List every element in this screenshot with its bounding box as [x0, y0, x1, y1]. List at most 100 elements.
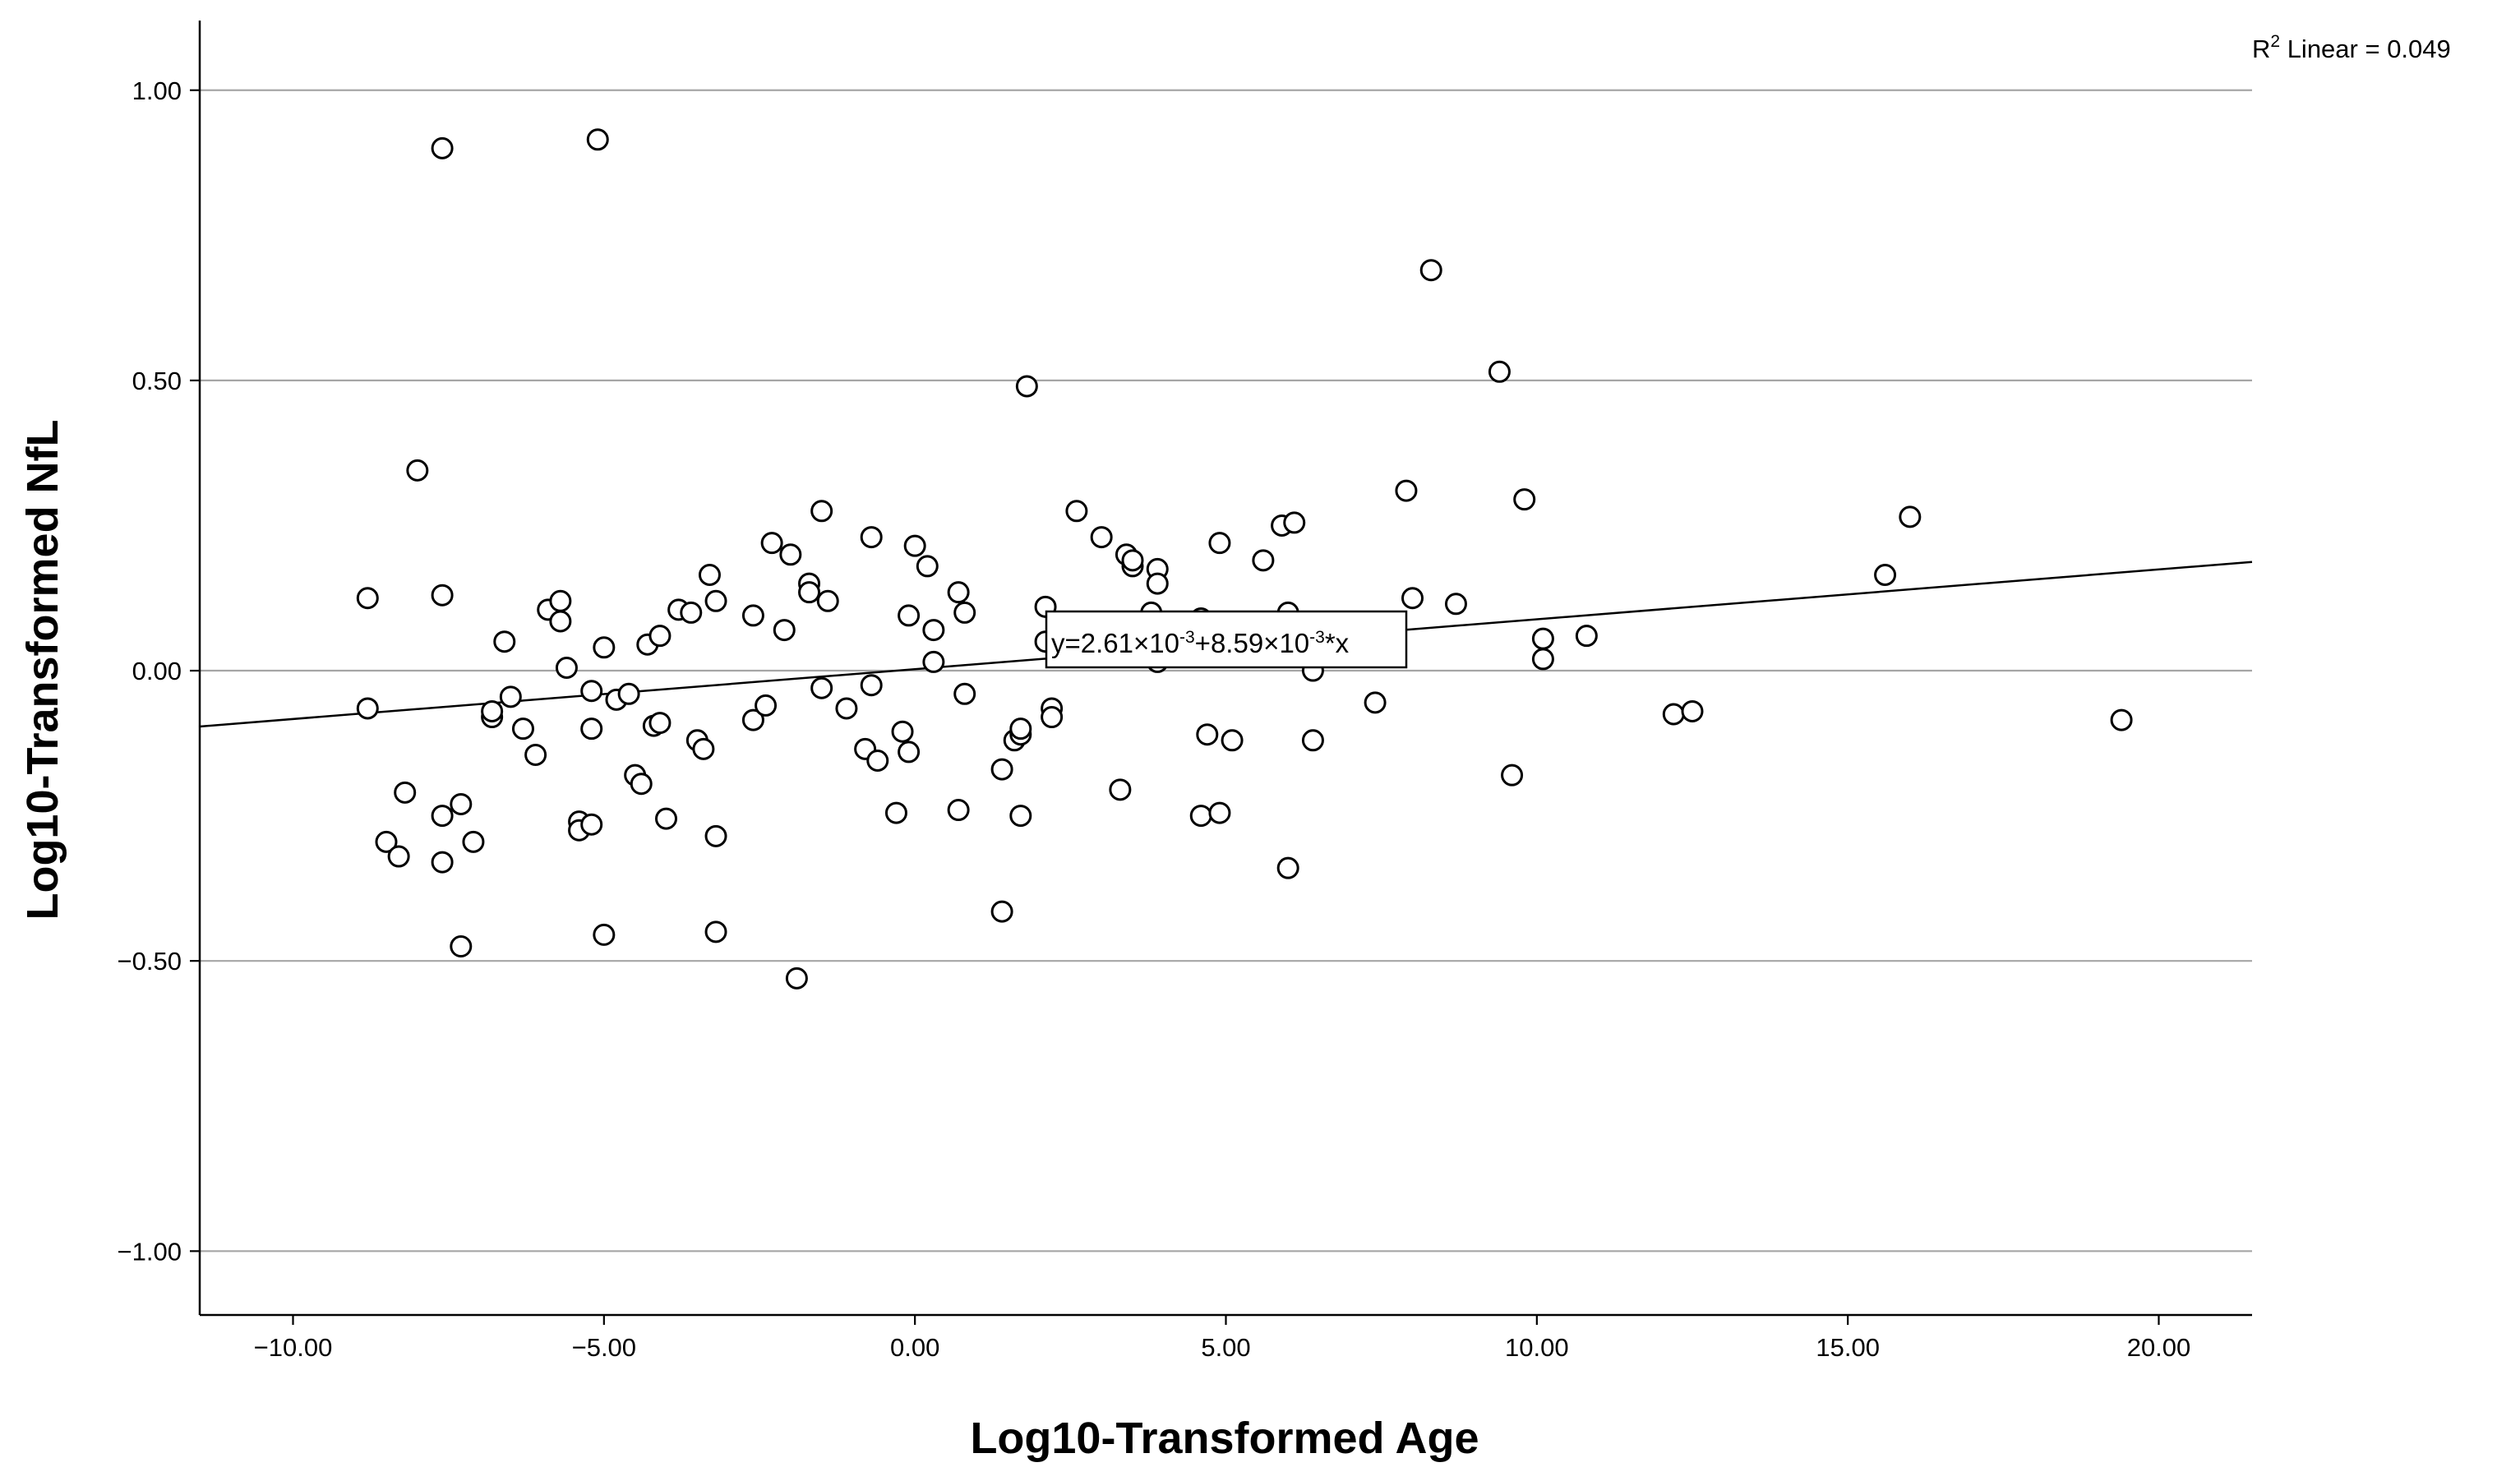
- data-point: [2110, 708, 2133, 731]
- data-point: [1189, 805, 1212, 828]
- y-axis-title: Log10-Transformed NfL: [18, 419, 67, 920]
- y-tick-label: −1.00: [118, 1237, 182, 1266]
- data-point: [798, 581, 821, 604]
- data-point: [922, 650, 945, 673]
- data-point: [655, 807, 677, 830]
- data-point: [431, 805, 454, 828]
- data-point: [617, 682, 640, 705]
- data-point: [704, 824, 727, 847]
- data-point: [586, 128, 609, 151]
- data-point: [947, 799, 970, 822]
- data-point: [922, 619, 945, 642]
- data-point: [816, 589, 839, 612]
- data-point: [947, 581, 970, 604]
- data-point: [1009, 805, 1032, 828]
- data-point: [524, 743, 547, 766]
- data-point: [1513, 488, 1536, 511]
- data-point: [810, 676, 833, 699]
- data-point: [493, 630, 516, 653]
- data-point: [1301, 729, 1324, 752]
- data-point: [1662, 703, 1685, 726]
- data-point: [580, 717, 603, 740]
- data-point: [698, 563, 721, 586]
- data-point: [1015, 375, 1038, 398]
- data-point: [394, 781, 417, 804]
- data-point: [1419, 259, 1442, 282]
- data-point: [835, 697, 858, 720]
- x-tick-label: 15.00: [1816, 1333, 1880, 1362]
- data-point: [755, 694, 778, 717]
- data-point: [1221, 729, 1244, 752]
- y-tick-label: 0.50: [132, 367, 182, 395]
- data-point: [1681, 699, 1704, 722]
- data-point: [1395, 479, 1418, 502]
- data-point: [1401, 587, 1424, 610]
- data-point: [499, 685, 522, 708]
- data-point: [860, 526, 883, 549]
- data-point: [580, 680, 603, 703]
- data-point: [860, 674, 883, 697]
- data-point: [431, 851, 454, 874]
- x-tick-label: −5.00: [572, 1333, 636, 1362]
- data-point: [1208, 532, 1231, 555]
- data-point: [356, 587, 379, 610]
- data-point: [1276, 856, 1299, 879]
- data-point: [1444, 593, 1467, 616]
- equation-box: [1045, 610, 1408, 669]
- data-point: [866, 750, 889, 773]
- x-tick-label: 0.00: [890, 1333, 939, 1362]
- data-point: [450, 935, 473, 958]
- data-point: [648, 712, 672, 735]
- x-tick-label: 20.00: [2127, 1333, 2191, 1362]
- data-point: [692, 737, 715, 760]
- data-point: [953, 601, 976, 624]
- data-point: [1283, 511, 1306, 534]
- data-point: [406, 459, 429, 482]
- data-point: [375, 830, 398, 853]
- x-tick-label: −10.00: [254, 1333, 333, 1362]
- data-point: [1874, 563, 1897, 586]
- data-point: [810, 500, 833, 523]
- data-point: [549, 610, 572, 633]
- data-points: [356, 128, 2133, 990]
- data-point: [481, 699, 504, 722]
- data-point: [990, 758, 1013, 781]
- gridlines: [200, 89, 2252, 1253]
- data-point: [1090, 526, 1113, 549]
- data-point: [431, 136, 454, 159]
- data-point: [898, 604, 921, 627]
- data-point: [1121, 549, 1144, 572]
- data-point: [387, 845, 410, 868]
- r-squared-label: R2 Linear = 0.049: [2252, 32, 2451, 63]
- x-tick-label: 10.00: [1505, 1333, 1569, 1362]
- data-point: [1109, 778, 1132, 801]
- y-tick-label: 0.00: [132, 657, 182, 685]
- data-point: [593, 923, 616, 946]
- data-point: [1501, 764, 1524, 787]
- data-point: [1488, 360, 1511, 383]
- data-point: [1009, 717, 1032, 740]
- data-point: [779, 543, 802, 566]
- data-point: [903, 534, 926, 557]
- data-point: [891, 720, 914, 743]
- x-axis-title: Log10-Transformed Age: [970, 1414, 1479, 1463]
- data-point: [1531, 627, 1554, 650]
- x-tick-label: 5.00: [1201, 1333, 1250, 1362]
- data-point: [785, 967, 808, 990]
- data-point: [760, 532, 783, 555]
- data-point: [1208, 801, 1231, 824]
- data-point: [1531, 648, 1554, 671]
- data-point: [741, 708, 764, 731]
- data-point: [990, 900, 1013, 923]
- data-point: [1252, 549, 1275, 572]
- data-point: [1065, 500, 1088, 523]
- data-point: [431, 584, 454, 607]
- regression-equation: y=2.61×10-3+8.59×10-3*x: [1045, 610, 1408, 669]
- data-point: [1575, 625, 1598, 648]
- x-tick-labels: −10.00 −5.00 0.00 5.00 10.00 15.00 20.00: [254, 1315, 2191, 1362]
- data-point: [450, 792, 473, 815]
- data-point: [511, 717, 534, 740]
- data-point: [741, 604, 764, 627]
- data-point: [773, 619, 796, 642]
